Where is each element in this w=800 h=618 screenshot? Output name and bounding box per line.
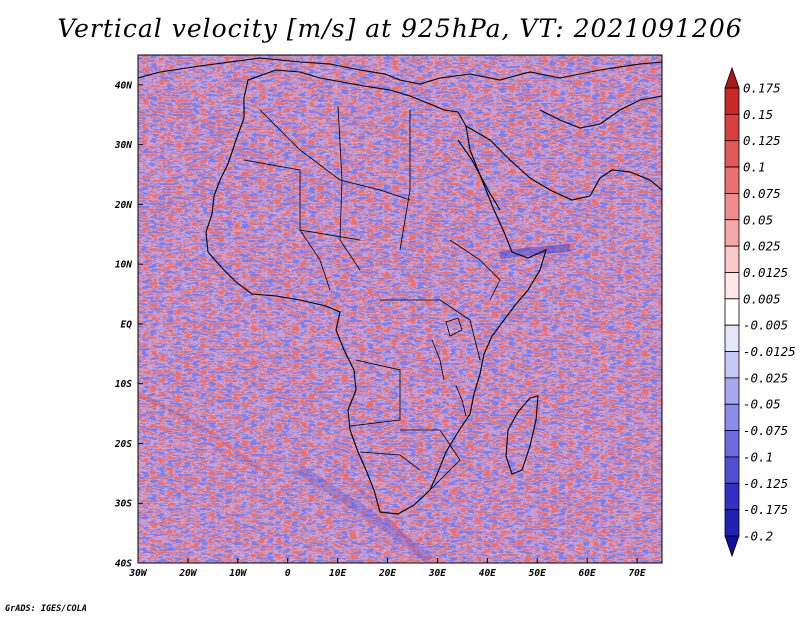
- lon-tick-label: 20E: [378, 568, 396, 579]
- colorbar-segment: [724, 245, 740, 273]
- grads-credit: GrADS: IGES/COLA: [5, 604, 87, 614]
- border: [349, 359, 401, 427]
- lon-tick-label: 60E: [579, 568, 596, 579]
- colorbar-segment: [724, 193, 740, 221]
- europe-coastline: [138, 57, 662, 85]
- madagascar-coastline: [505, 395, 539, 475]
- colorbar-label: -0.125: [743, 476, 788, 491]
- colorbar-label: 0.175: [743, 81, 781, 96]
- colorbar-segment: [724, 324, 740, 352]
- colorbar-segment: [724, 272, 740, 300]
- asia-coastline: [539, 95, 662, 129]
- africa-coastline: [205, 69, 547, 515]
- colorbar-label: 0.005: [743, 291, 781, 306]
- colorbar-segment: [724, 87, 740, 115]
- ocean-streak-band: [297, 465, 434, 563]
- colorbar-segment: [724, 113, 740, 142]
- red-sea-line: [457, 139, 501, 211]
- border: [243, 159, 361, 241]
- colorbar-top-arrow: [724, 66, 740, 89]
- lat-tick-label: 20S: [114, 439, 132, 450]
- colorbar-label: 0.15: [743, 107, 773, 122]
- lake-tanganyika: [431, 339, 445, 381]
- colorbar-segment: [724, 456, 740, 484]
- border: [359, 451, 421, 471]
- ocean-streak-band: [343, 473, 427, 562]
- lon-tick-label: 10E: [329, 568, 346, 579]
- lat-tick-label: 40N: [115, 80, 132, 91]
- lake-malawi: [455, 385, 467, 417]
- colorbar-label: -0.2: [743, 529, 773, 544]
- lat-tick-label: 30S: [114, 499, 132, 510]
- border: [259, 109, 411, 201]
- border: [400, 429, 461, 491]
- ocean-streak-band: [499, 244, 571, 259]
- plot-frame: [137, 54, 663, 564]
- colorbar-segment: [724, 298, 740, 326]
- colorbar-segment: [724, 430, 740, 458]
- lat-tick-label: 40S: [115, 559, 132, 570]
- lat-tick-label: 10S: [115, 379, 132, 390]
- lake-victoria: [445, 317, 463, 337]
- colorbar-segment: [724, 482, 740, 511]
- colorbar-segment: [724, 166, 740, 194]
- colorbar-segment: [724, 219, 740, 247]
- colorbar-bottom-arrow: [724, 535, 740, 558]
- colorbar-label: -0.175: [743, 502, 788, 517]
- lon-tick-label: 10W: [229, 568, 247, 579]
- lon-tick-label: 30W: [128, 568, 147, 579]
- plot-title: Vertical velocity [m/s] at 925hPa, VT: 2…: [57, 14, 743, 43]
- colorbar-segment: [724, 351, 740, 379]
- ocean-streak-band: [138, 393, 262, 472]
- lat-tick-label: 30N: [114, 140, 132, 151]
- colorbar: 0.175 0.15 0.125 0.1 0.075 0.05 0.025 0.0125 0.0…: [724, 66, 796, 558]
- border: [399, 110, 411, 251]
- lat-tick-label: EQ: [121, 319, 133, 330]
- border: [299, 229, 331, 291]
- lon-tick-label: 30E: [428, 568, 446, 579]
- coastlines: [138, 57, 662, 515]
- border: [337, 105, 361, 271]
- colorbar-segment: [724, 140, 740, 168]
- colorbar-segment: [724, 377, 740, 405]
- country-borders: [243, 105, 501, 491]
- arabia-coastline: [465, 125, 662, 201]
- border: [449, 239, 501, 301]
- lon-tick-label: 40E: [479, 568, 496, 579]
- colorbar-label: -0.1: [743, 449, 773, 464]
- lon-tick-label: 20W: [178, 568, 197, 579]
- colorbar-segment: [724, 403, 740, 431]
- lon-tick-label: 50E: [529, 568, 546, 579]
- colorbar-label: -0.075: [743, 423, 788, 438]
- border: [380, 299, 481, 361]
- lon-tick-label: 0: [285, 568, 291, 579]
- colorbar-label: -0.0125: [743, 344, 796, 359]
- colorbar-label: 0.075: [743, 186, 781, 201]
- lon-tick-label: 70E: [628, 568, 645, 579]
- colorbar-label: 0.05: [743, 212, 773, 227]
- colorbar-segment: [724, 509, 740, 537]
- lat-tick-label: 10N: [115, 260, 132, 271]
- colorbar-label: -0.05: [743, 397, 781, 412]
- colorbar-label: -0.005: [743, 318, 788, 333]
- colorbar-label: 0.025: [743, 239, 781, 254]
- colorbar-label: -0.025: [743, 370, 788, 385]
- colorbar-label: 0.0125: [743, 265, 788, 280]
- lat-tick-label: 20N: [114, 200, 132, 211]
- velocity-field: [138, 55, 662, 563]
- colorbar-label: 0.125: [743, 133, 781, 148]
- colorbar-label: 0.1: [743, 160, 766, 175]
